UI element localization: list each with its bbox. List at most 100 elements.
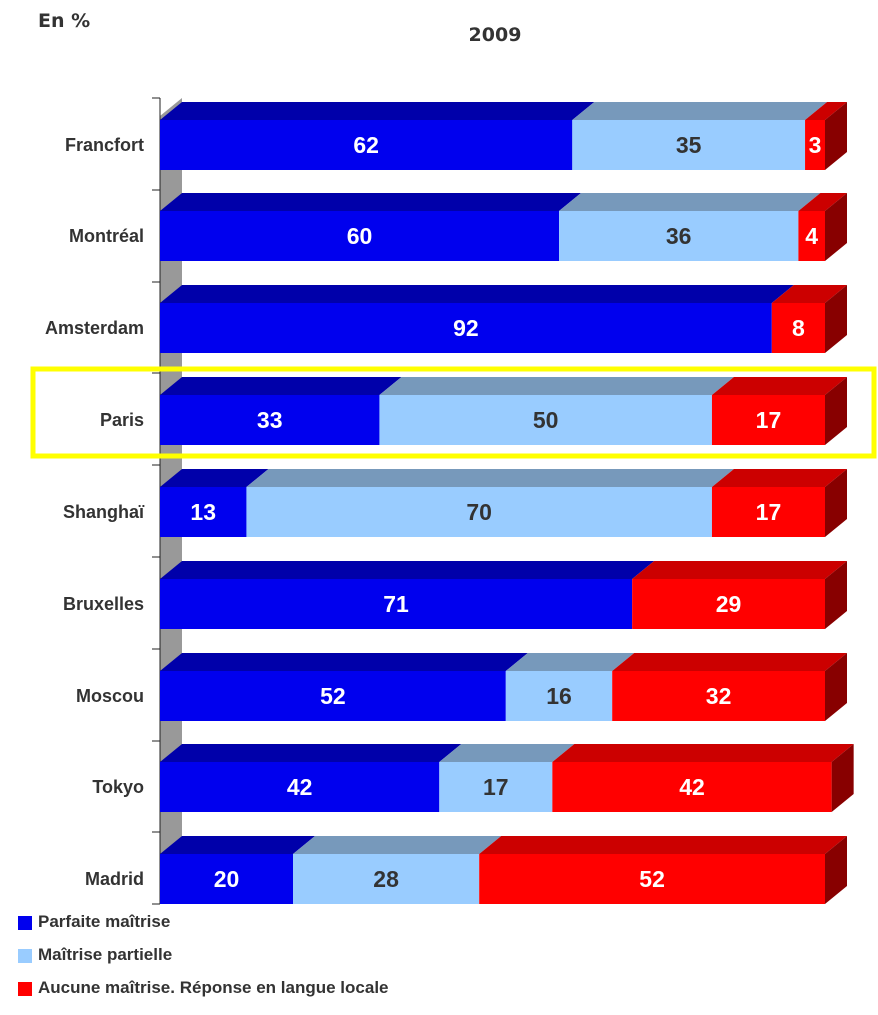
bar-side	[825, 377, 847, 445]
bar-top-aucune	[552, 744, 854, 762]
data-label-aucune: 32	[706, 683, 732, 709]
bar-aucune	[711, 395, 825, 445]
bar-parfaite	[160, 762, 440, 812]
bar-aucune	[798, 211, 825, 261]
bar-partielle	[559, 211, 799, 261]
bar-top-parfaite	[160, 285, 794, 303]
bar-top-aucune	[805, 102, 847, 120]
data-label-parfaite: 62	[353, 132, 379, 158]
bar-top-parfaite	[160, 653, 528, 671]
bar-aucune	[805, 120, 825, 170]
bar-parfaite	[160, 671, 506, 721]
bar-parfaite	[160, 395, 380, 445]
bar-top-aucune	[771, 285, 847, 303]
data-label-aucune: 4	[805, 223, 818, 249]
data-label-parfaite: 20	[214, 866, 240, 892]
chart-title: 2009	[468, 24, 522, 46]
category-label: Bruxelles	[63, 594, 144, 614]
bar-parfaite	[160, 303, 772, 353]
bar-aucune	[612, 671, 825, 721]
data-label-parfaite: 13	[190, 499, 216, 525]
bar-side	[825, 469, 847, 537]
bar-top-aucune	[711, 469, 847, 487]
bar-side	[825, 653, 847, 721]
data-label-aucune: 3	[809, 132, 822, 158]
bar-parfaite	[160, 854, 293, 904]
category-label: Moscou	[76, 686, 144, 706]
bar-partielle	[293, 854, 480, 904]
data-label-parfaite: 52	[320, 683, 346, 709]
data-label-aucune: 17	[756, 499, 782, 525]
bar-side	[825, 193, 847, 261]
bar-parfaite	[160, 120, 573, 170]
data-label-aucune: 17	[756, 407, 782, 433]
bar-top-aucune	[612, 653, 847, 671]
highlight-box	[30, 366, 877, 459]
category-label: Shanghaï	[63, 502, 145, 522]
bar-top-aucune	[479, 836, 847, 854]
data-label-partielle: 35	[676, 132, 702, 158]
data-label-parfaite: 33	[257, 407, 283, 433]
bar-top-partielle	[246, 469, 734, 487]
legend-label-aucune: Aucune maîtrise. Réponse en langue local…	[38, 978, 389, 997]
legend-swatch-aucune	[18, 982, 32, 996]
bar-top-partielle	[379, 377, 734, 395]
bar-top-parfaite	[160, 469, 269, 487]
category-label: Amsterdam	[45, 318, 144, 338]
bar-aucune	[479, 854, 825, 904]
data-label-partielle: 36	[666, 223, 692, 249]
bar-top-parfaite	[160, 836, 315, 854]
bar-aucune	[552, 762, 832, 812]
data-label-aucune: 8	[792, 315, 805, 341]
bar-top-parfaite	[160, 102, 595, 120]
bar-partielle	[572, 120, 806, 170]
data-label-aucune: 29	[716, 591, 742, 617]
bar-parfaite	[160, 211, 559, 261]
data-label-partielle: 17	[483, 774, 509, 800]
data-label-parfaite: 60	[347, 223, 373, 249]
bar-aucune	[771, 303, 825, 353]
bar-side	[825, 561, 847, 629]
category-label: Madrid	[85, 869, 144, 889]
bar-top-partielle	[572, 102, 828, 120]
bar-top-parfaite	[160, 193, 581, 211]
bar-side	[825, 285, 847, 353]
bar-top-partielle	[293, 836, 502, 854]
data-label-parfaite: 42	[287, 774, 313, 800]
bar-top-parfaite	[160, 377, 402, 395]
bar-top-aucune	[711, 377, 847, 395]
data-label-parfaite: 92	[453, 315, 479, 341]
bar-side	[831, 744, 854, 812]
legend-swatch-parfaite	[18, 916, 32, 930]
bar-top-parfaite	[160, 744, 462, 762]
bar-partielle	[505, 671, 613, 721]
bar-side	[825, 102, 847, 170]
unit-label: En %	[38, 10, 91, 32]
data-label-aucune: 52	[639, 866, 665, 892]
bar-parfaite	[160, 487, 247, 537]
bar-top-partielle	[505, 653, 635, 671]
bar-aucune	[711, 487, 825, 537]
data-label-aucune: 42	[679, 774, 705, 800]
bar-partielle	[379, 395, 712, 445]
legend-swatch-partielle	[18, 949, 32, 963]
bar-partielle	[246, 487, 712, 537]
legend-label-parfaite: Parfaite maîtrise	[38, 912, 171, 931]
bar-top-partielle	[439, 744, 575, 762]
category-label: Tokyo	[92, 777, 144, 797]
legend-label-partielle: Maîtrise partielle	[38, 945, 173, 964]
bar-top-aucune	[798, 193, 847, 211]
bar-top-partielle	[559, 193, 821, 211]
category-label: Montréal	[69, 226, 144, 246]
data-label-parfaite: 71	[383, 591, 409, 617]
category-label: Paris	[100, 410, 144, 430]
data-label-partielle: 50	[533, 407, 559, 433]
category-label: Francfort	[65, 135, 144, 155]
data-label-partielle: 28	[373, 866, 399, 892]
data-label-partielle: 70	[466, 499, 492, 525]
bar-aucune	[632, 579, 825, 629]
bar-top-parfaite	[160, 561, 655, 579]
bar-partielle	[439, 762, 553, 812]
